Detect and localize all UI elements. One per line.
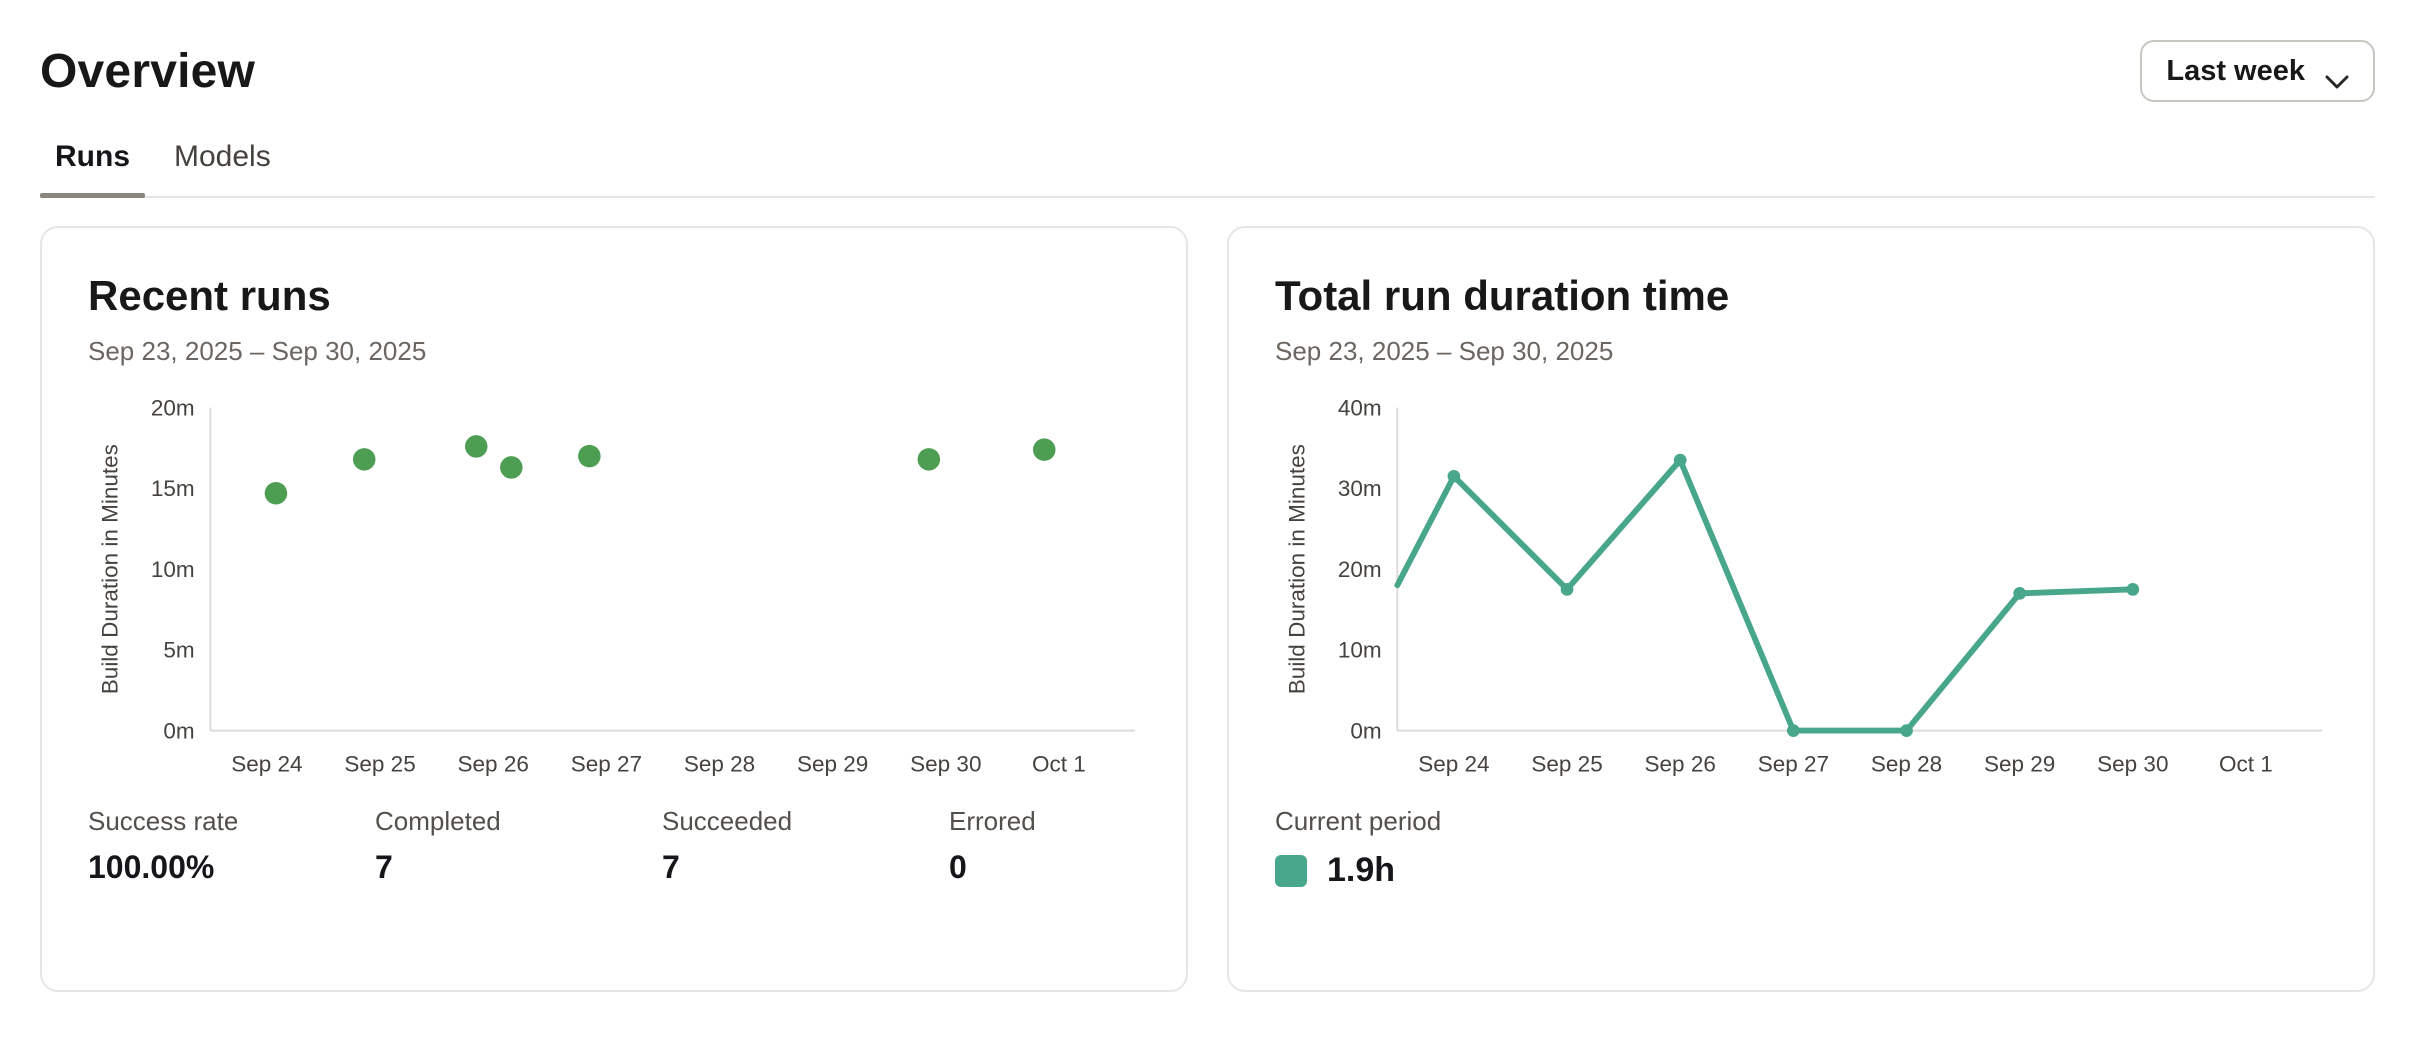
svg-text:20m: 20m	[1338, 557, 1382, 582]
stat-label: Succeeded	[662, 806, 793, 837]
stat-value: 7	[662, 849, 680, 886]
page-header: Overview Last week	[40, 40, 2375, 102]
total-run-duration-chart: 0m 10m 20m 30m 40m Sep 24 Sep 25 Sep 26 Sep 27 Se…	[1275, 393, 2327, 784]
svg-text:Oct 1: Oct 1	[2219, 752, 2273, 777]
svg-text:Sep 25: Sep 25	[344, 752, 415, 777]
legend-value: 1.9h	[1327, 851, 1396, 890]
svg-text:30m: 30m	[1338, 476, 1382, 501]
svg-text:Build Duration in Minutes: Build Duration in Minutes	[1284, 444, 1309, 694]
svg-text:Sep 30: Sep 30	[910, 752, 981, 777]
recent-runs-title: Recent runs	[88, 272, 331, 319]
stat-label: Success rate	[88, 806, 239, 837]
tab-models[interactable]: Models	[174, 140, 271, 173]
svg-text:Sep 28: Sep 28	[684, 752, 755, 777]
svg-text:15m: 15m	[151, 476, 195, 501]
chart-legend: Current period 1.9h	[1275, 806, 2327, 890]
run-stats-row: Success rate 100.00% Completed 7 Succeed…	[88, 806, 1140, 886]
svg-text:Sep 27: Sep 27	[571, 752, 642, 777]
total-run-duration-date-range: Sep 23, 2025 – Sep 30, 2025	[1275, 336, 1614, 366]
stat-value: 0	[949, 849, 967, 886]
svg-text:Sep 28: Sep 28	[1871, 752, 1942, 777]
svg-text:0m: 0m	[1350, 718, 1381, 743]
stat-completed: Completed 7	[375, 806, 662, 886]
svg-text:0m: 0m	[163, 718, 194, 743]
period-selector-dropdown[interactable]: Last week	[2140, 40, 2375, 102]
tab-bar: Runs Models	[40, 140, 2375, 198]
stat-label: Errored	[949, 806, 1036, 837]
svg-text:Sep 24: Sep 24	[231, 752, 302, 777]
svg-text:Oct 1: Oct 1	[1032, 752, 1086, 777]
svg-text:Sep 26: Sep 26	[1645, 752, 1716, 777]
svg-text:5m: 5m	[163, 638, 194, 663]
tab-runs[interactable]: Runs	[40, 140, 145, 198]
stat-succeeded: Succeeded 7	[662, 806, 949, 886]
dashboard-cards: Recent runs Sep 23, 2025 – Sep 30, 2025 …	[40, 226, 2375, 992]
period-selector-label: Last week	[2166, 54, 2305, 87]
overview-page: Overview Last week Runs Models Recent ru…	[40, 40, 2375, 992]
svg-text:Sep 27: Sep 27	[1758, 752, 1829, 777]
chevron-down-icon	[2325, 64, 2349, 89]
recent-runs-chart: 0m 5m 10m 15m 20m Sep 24 Sep 25 Sep 26 Sep 27 Sep…	[88, 393, 1140, 784]
legend-row: 1.9h	[1275, 851, 2327, 890]
svg-text:Sep 24: Sep 24	[1418, 752, 1489, 777]
svg-text:Sep 25: Sep 25	[1531, 752, 1602, 777]
stat-errored: Errored 0	[949, 806, 1036, 886]
svg-text:10m: 10m	[1338, 638, 1382, 663]
svg-text:Sep 29: Sep 29	[797, 752, 868, 777]
total-run-duration-title: Total run duration time	[1275, 272, 1730, 319]
stat-success-rate: Success rate 100.00%	[88, 806, 375, 886]
svg-text:Sep 29: Sep 29	[1984, 752, 2055, 777]
svg-text:Build Duration in Minutes: Build Duration in Minutes	[97, 444, 122, 694]
legend-swatch	[1275, 854, 1307, 887]
svg-text:Sep 26: Sep 26	[458, 752, 529, 777]
total-run-duration-line-chart: 0m 10m 20m 30m 40m Sep 24 Sep 25 Sep 26 Sep 27 Se…	[1284, 396, 2323, 777]
svg-text:40m: 40m	[1338, 396, 1382, 421]
total-run-duration-card: Total run duration time Sep 23, 2025 – S…	[1227, 226, 2375, 992]
recent-runs-date-range: Sep 23, 2025 – Sep 30, 2025	[88, 336, 427, 366]
svg-text:20m: 20m	[151, 396, 195, 421]
svg-text:10m: 10m	[151, 557, 195, 582]
recent-runs-card: Recent runs Sep 23, 2025 – Sep 30, 2025 …	[40, 226, 1188, 992]
legend-label: Current period	[1275, 806, 1442, 837]
recent-runs-scatter-plot: 0m 5m 10m 15m 20m Sep 24 Sep 25 Sep 26 Sep 27 Sep…	[97, 396, 1136, 777]
svg-text:Sep 30: Sep 30	[2097, 752, 2168, 777]
stat-value: 7	[375, 849, 393, 886]
page-title: Overview	[40, 44, 256, 98]
stat-value: 100.00%	[88, 849, 215, 886]
stat-label: Completed	[375, 806, 501, 837]
